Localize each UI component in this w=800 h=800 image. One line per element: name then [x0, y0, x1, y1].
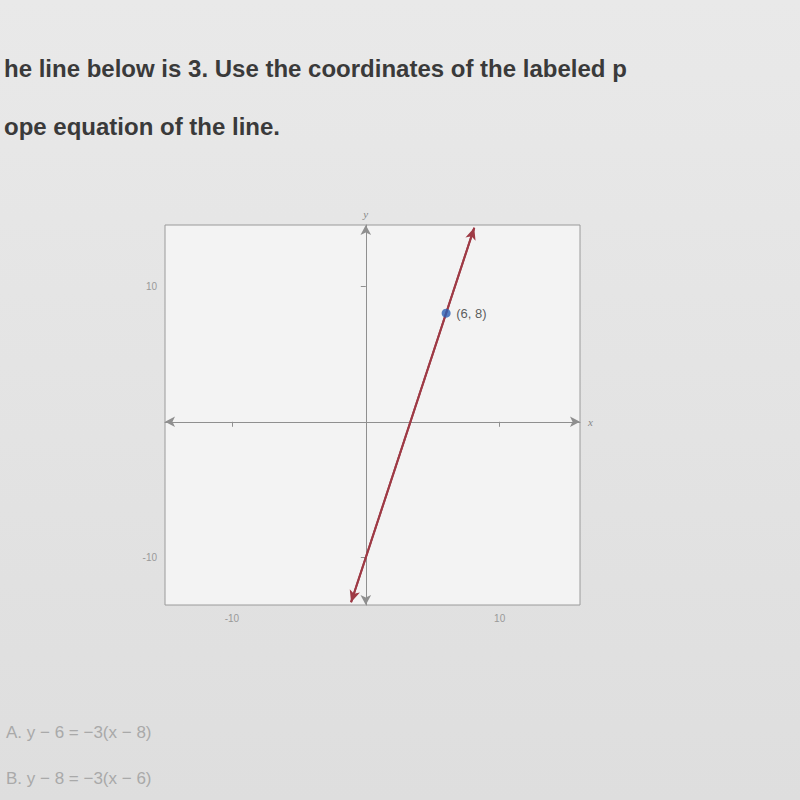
- html-text:he line below is 3. Use the co: he line below is 3. Use the coordinates …: [4, 55, 627, 82]
- svg-text:10: 10: [494, 613, 506, 624]
- svg-text:10: 10: [146, 281, 158, 292]
- svg-text:-10: -10: [143, 552, 158, 563]
- html-text:A. y − 6 = −3(x − 8): A. y − 6 = −3(x − 8): [6, 723, 152, 742]
- svg-text:y: y: [362, 208, 368, 220]
- svg-text:(6, 8): (6, 8): [456, 306, 486, 321]
- html-text:ope equation of the line.: ope equation of the line.: [4, 113, 280, 140]
- html-text:B. y − 8 = −3(x − 6): B. y − 8 = −3(x − 6): [6, 769, 152, 788]
- svg-text:x: x: [587, 416, 593, 428]
- svg-text:-10: -10: [225, 613, 240, 624]
